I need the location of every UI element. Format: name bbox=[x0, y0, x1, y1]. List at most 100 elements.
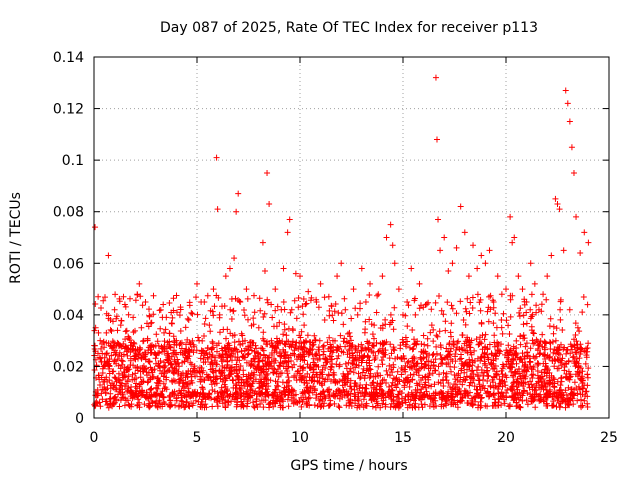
data-point bbox=[570, 170, 577, 177]
data-point bbox=[498, 291, 505, 298]
data-point bbox=[214, 206, 221, 213]
data-point bbox=[420, 332, 427, 339]
x-tick-label: 25 bbox=[600, 430, 618, 446]
data-point bbox=[412, 311, 419, 318]
data-point bbox=[150, 373, 157, 380]
data-point bbox=[400, 311, 406, 318]
data-point bbox=[416, 280, 423, 287]
plot-frame bbox=[93, 56, 610, 419]
data-point bbox=[103, 329, 110, 336]
data-point bbox=[152, 342, 159, 349]
data-point bbox=[465, 273, 472, 280]
data-point bbox=[432, 74, 439, 81]
data-point bbox=[346, 329, 353, 336]
x-tick-label: 15 bbox=[394, 430, 412, 446]
x-axis-label: GPS time / hours bbox=[290, 458, 407, 474]
data-point bbox=[194, 280, 200, 287]
data-point bbox=[490, 298, 497, 305]
data-point bbox=[237, 298, 244, 305]
chart-title: Day 087 of 2025, Rate Of TEC Index for r… bbox=[160, 20, 538, 36]
data-point bbox=[367, 280, 374, 287]
data-point bbox=[548, 252, 555, 259]
data-point bbox=[554, 200, 561, 207]
data-point bbox=[577, 249, 584, 256]
data-point bbox=[115, 376, 122, 383]
y-tick-label: 0.06 bbox=[53, 256, 84, 272]
data-point bbox=[585, 239, 592, 246]
data-point bbox=[251, 309, 258, 316]
data-point bbox=[457, 203, 464, 210]
data-point bbox=[552, 195, 559, 202]
data-point bbox=[216, 311, 223, 318]
data-point bbox=[280, 265, 287, 272]
data-point bbox=[441, 234, 448, 241]
data-point bbox=[97, 337, 104, 344]
data-point bbox=[119, 358, 126, 365]
data-point bbox=[445, 268, 452, 275]
data-point bbox=[109, 368, 116, 375]
data-point bbox=[540, 291, 547, 298]
y-tick-label: 0.12 bbox=[53, 102, 84, 118]
data-point bbox=[387, 221, 394, 228]
data-point bbox=[198, 298, 205, 305]
data-point bbox=[206, 322, 213, 329]
data-point bbox=[140, 368, 147, 375]
data-point bbox=[95, 293, 102, 300]
data-point bbox=[305, 288, 312, 295]
data-point bbox=[383, 234, 390, 241]
data-point bbox=[105, 252, 112, 259]
data-point bbox=[494, 273, 501, 280]
data-point bbox=[272, 286, 279, 293]
data-point bbox=[371, 322, 378, 329]
data-point bbox=[189, 368, 196, 375]
data-point bbox=[107, 317, 114, 324]
data-point bbox=[449, 260, 456, 267]
data-point bbox=[161, 329, 168, 336]
data-point bbox=[317, 280, 324, 287]
data-point bbox=[433, 136, 440, 143]
data-point bbox=[329, 337, 336, 344]
data-point bbox=[379, 273, 386, 280]
data-point bbox=[239, 332, 246, 339]
data-point bbox=[564, 100, 571, 107]
data-point bbox=[213, 154, 220, 161]
data-point bbox=[535, 306, 542, 313]
data-point bbox=[247, 342, 254, 349]
data-point bbox=[231, 255, 238, 262]
data-point bbox=[560, 247, 567, 254]
data-point bbox=[222, 273, 229, 280]
data-point bbox=[297, 273, 303, 280]
data-point bbox=[503, 286, 509, 293]
data-point bbox=[210, 286, 217, 293]
data-point bbox=[181, 358, 188, 365]
data-point bbox=[375, 291, 382, 298]
data-point bbox=[461, 229, 468, 236]
data-point bbox=[123, 366, 130, 373]
data-point bbox=[404, 298, 411, 305]
data-point bbox=[519, 286, 526, 293]
y-tick-label: 0.08 bbox=[53, 205, 84, 221]
data-point bbox=[126, 335, 133, 342]
data-point bbox=[321, 317, 328, 324]
y-axis-label: ROTI / TECUs bbox=[8, 192, 24, 284]
data-point bbox=[148, 319, 155, 326]
data-point bbox=[358, 265, 365, 272]
data-point bbox=[389, 242, 396, 249]
y-tick-label: 0.1 bbox=[62, 153, 84, 169]
y-tick-label: 0.14 bbox=[53, 50, 84, 66]
data-point bbox=[566, 118, 573, 125]
x-tick-label: 10 bbox=[291, 430, 309, 446]
data-point bbox=[202, 350, 209, 357]
data-point bbox=[325, 293, 332, 300]
data-point bbox=[218, 358, 225, 365]
data-point bbox=[544, 273, 551, 280]
data-point bbox=[226, 265, 233, 272]
data-point bbox=[470, 242, 477, 249]
data-point bbox=[573, 213, 580, 220]
data-point bbox=[309, 342, 316, 349]
data-point bbox=[424, 342, 431, 349]
data-point bbox=[395, 286, 402, 293]
data-point bbox=[233, 208, 240, 215]
data-point bbox=[581, 229, 588, 236]
